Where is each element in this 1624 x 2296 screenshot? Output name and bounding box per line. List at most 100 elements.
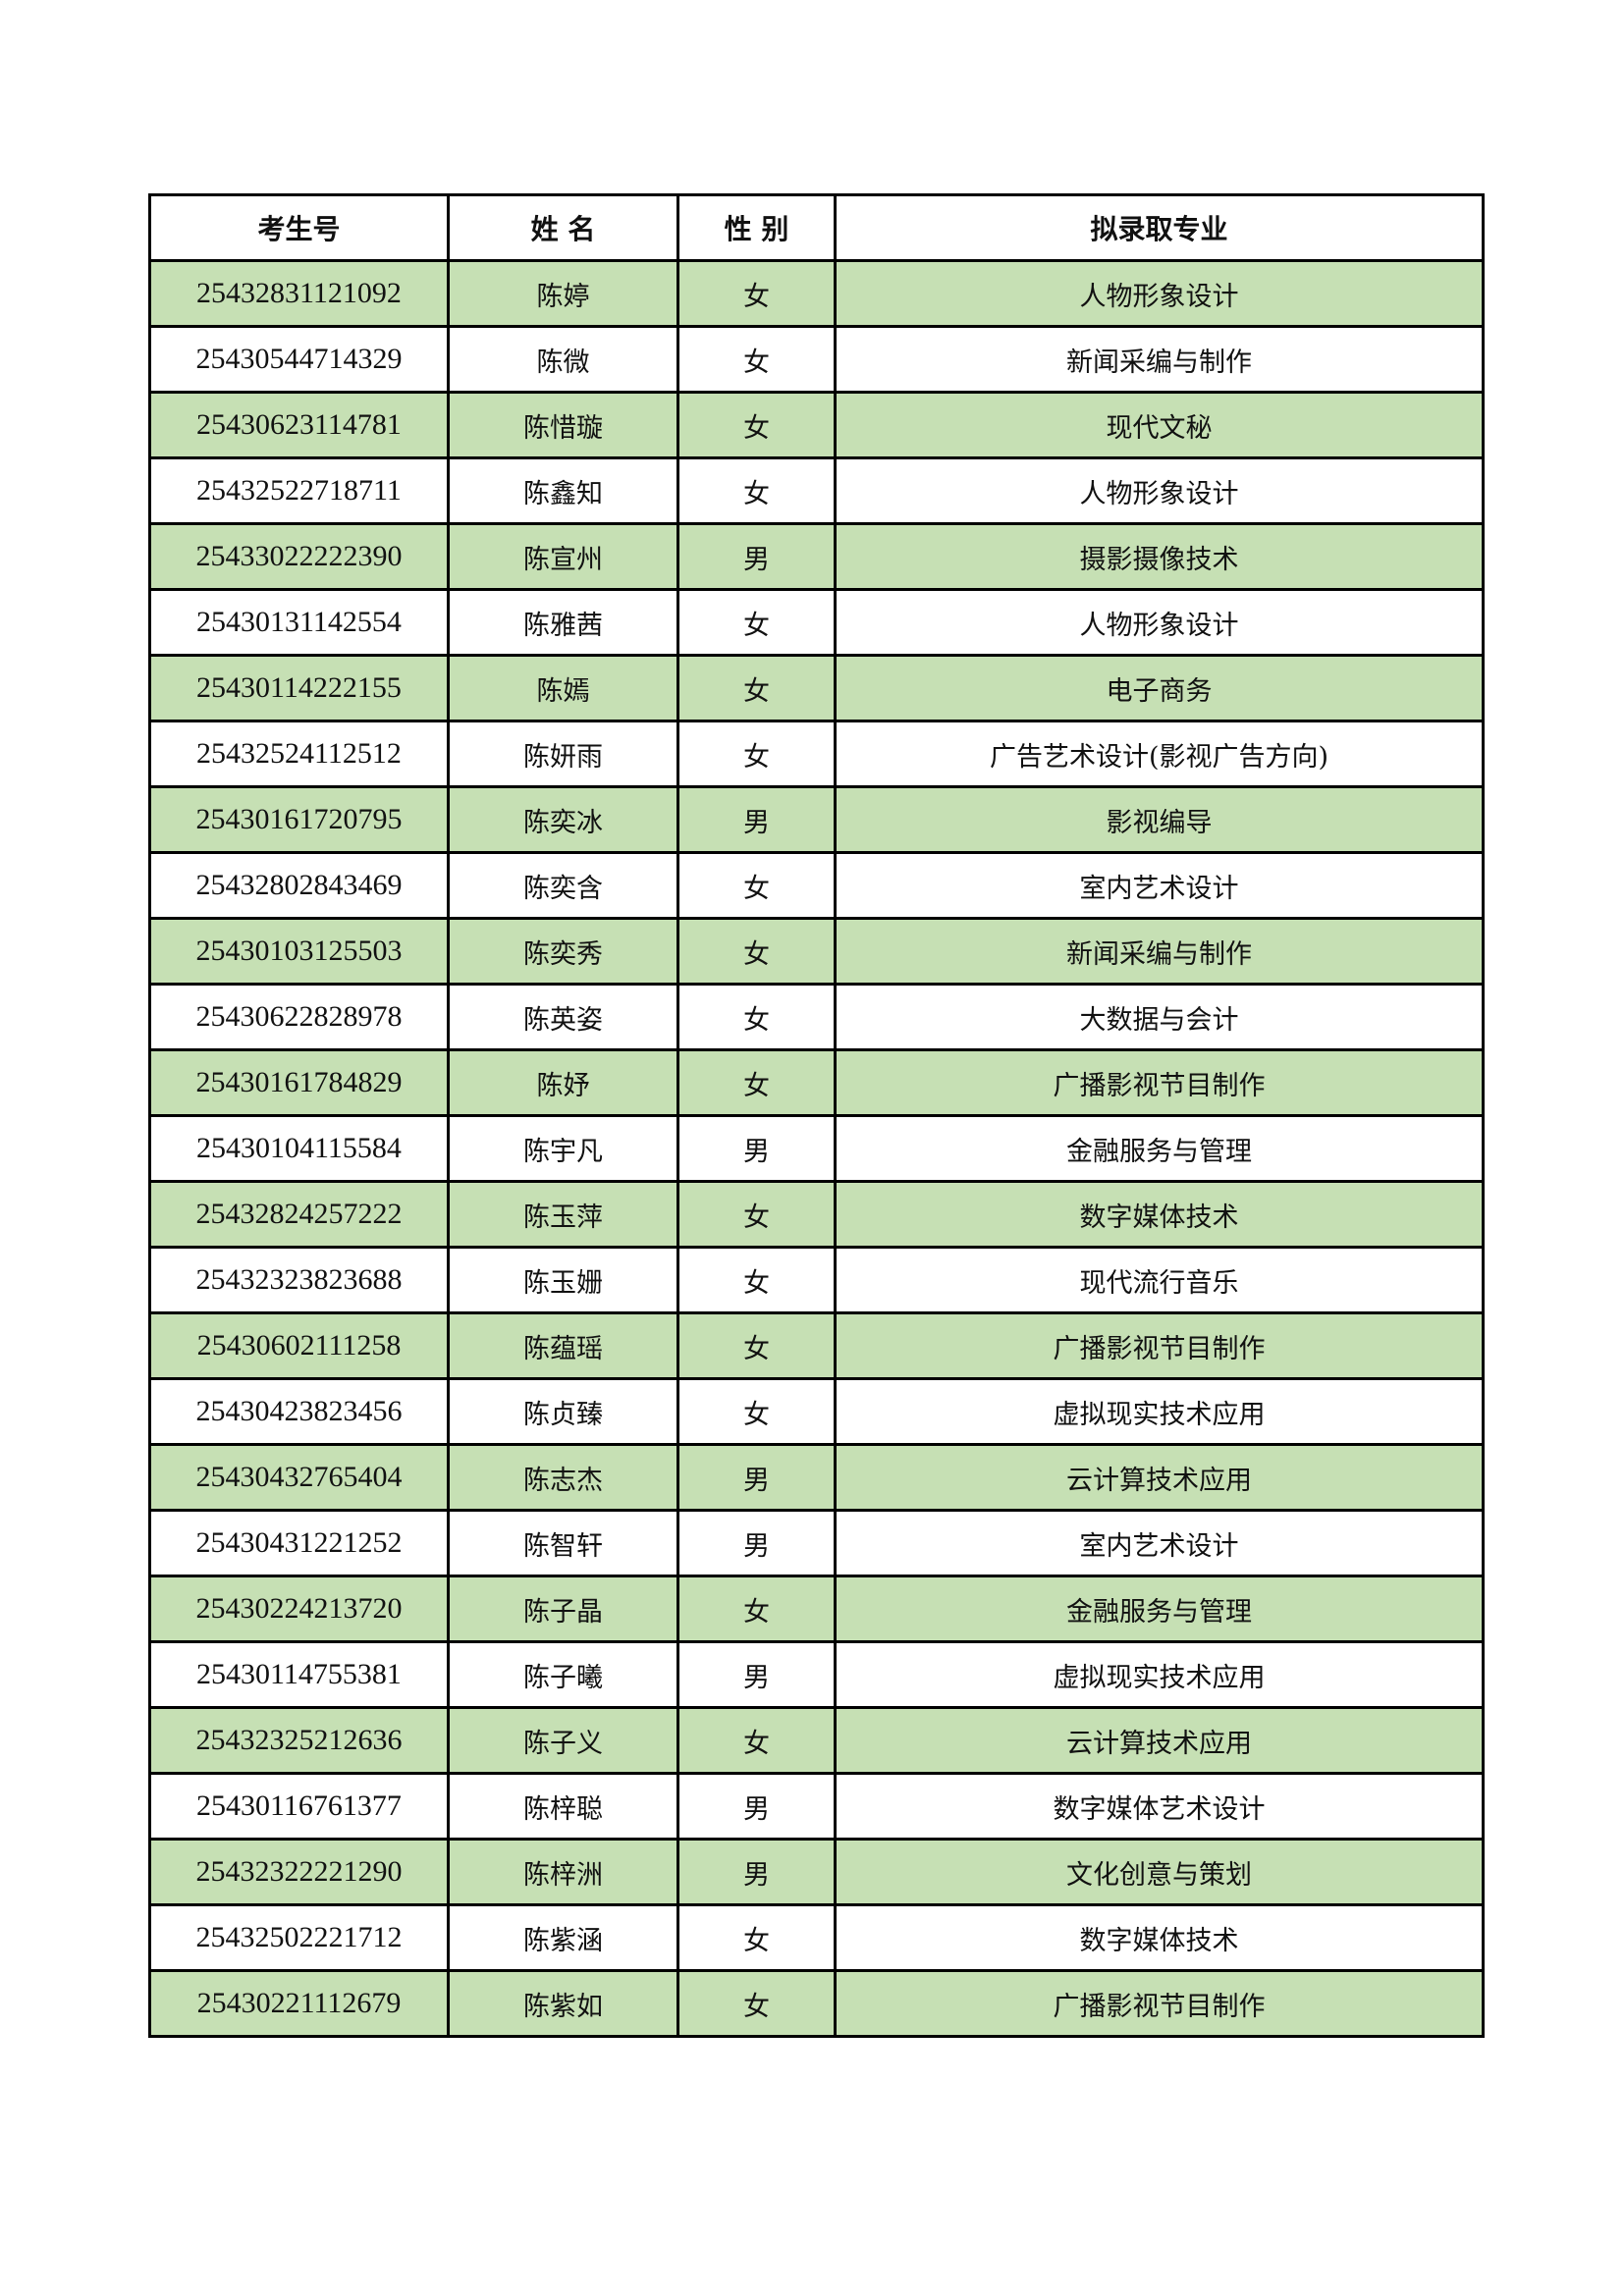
table-row: 25430161720795 陈奕冰男影视编导 <box>148 785 1485 854</box>
cell-exam-number: 25432802843469 <box>148 851 450 920</box>
cell-gender: 女 <box>677 391 837 459</box>
cell-exam-number: 25432831121092 <box>148 259 450 328</box>
cell-major: 金融服务与管理 <box>834 1575 1485 1643</box>
cell-gender: 女 <box>677 259 837 328</box>
cell-exam-number: 25430432765404 <box>148 1443 450 1512</box>
cell-name: 陈紫涵 <box>447 1903 679 1972</box>
cell-exam-number: 25430431221252 <box>148 1509 450 1577</box>
table-row: 25432322221290 陈梓洲男文化创意与策划 <box>148 1838 1485 1906</box>
cell-exam-number: 25432322221290 <box>148 1838 450 1906</box>
cell-name: 陈子义 <box>447 1706 679 1775</box>
cell-major: 室内艺术设计 <box>834 1509 1485 1577</box>
cell-name: 陈子曦 <box>447 1640 679 1709</box>
table-row: 25433022222390 陈宣州男摄影摄像技术 <box>148 522 1485 591</box>
cell-major: 广播影视节目制作 <box>834 1311 1485 1380</box>
cell-exam-number: 25432524112512 <box>148 720 450 788</box>
cell-gender: 男 <box>677 1114 837 1183</box>
cell-exam-number: 25432502221712 <box>148 1903 450 1972</box>
table-row: 25432522718711 陈鑫知女人物形象设计 <box>148 456 1485 525</box>
cell-major: 虚拟现实技术应用 <box>834 1640 1485 1709</box>
table-row: 25430544714329 陈微女新闻采编与制作 <box>148 325 1485 394</box>
cell-gender: 女 <box>677 588 837 657</box>
cell-exam-number: 25430161784829 <box>148 1048 450 1117</box>
table-row: 25430432765404 陈志杰男云计算技术应用 <box>148 1443 1485 1512</box>
cell-major: 文化创意与策划 <box>834 1838 1485 1906</box>
cell-major: 广播影视节目制作 <box>834 1969 1485 2038</box>
cell-major: 大数据与会计 <box>834 983 1485 1051</box>
cell-name: 陈奕含 <box>447 851 679 920</box>
cell-name: 陈妤 <box>447 1048 679 1117</box>
cell-major: 现代流行音乐 <box>834 1246 1485 1314</box>
cell-name: 陈智轩 <box>447 1509 679 1577</box>
cell-name: 陈玉姗 <box>447 1246 679 1314</box>
cell-name: 陈宇凡 <box>447 1114 679 1183</box>
cell-gender: 男 <box>677 1509 837 1577</box>
cell-exam-number: 25430544714329 <box>148 325 450 394</box>
cell-gender: 女 <box>677 1903 837 1972</box>
cell-major: 电子商务 <box>834 654 1485 722</box>
cell-major: 摄影摄像技术 <box>834 522 1485 591</box>
cell-gender: 女 <box>677 1969 837 2038</box>
cell-name: 陈鑫知 <box>447 456 679 525</box>
table-row: 25430622828978 陈英姿女大数据与会计 <box>148 983 1485 1051</box>
table-row: 25430103125503 陈奕秀女新闻采编与制作 <box>148 917 1485 986</box>
cell-name: 陈微 <box>447 325 679 394</box>
cell-exam-number: 25430161720795 <box>148 785 450 854</box>
cell-name: 陈婷 <box>447 259 679 328</box>
table-row: 25430116761377 陈梓聪男数字媒体艺术设计 <box>148 1772 1485 1841</box>
admission-table: 考生号 姓 名 性 别 拟录取专业 25432831121092 陈婷女人物形象设… <box>148 193 1485 2038</box>
table-row: 25430114222155 陈嫣女电子商务 <box>148 654 1485 722</box>
table-row: 25432325212636 陈子义女云计算技术应用 <box>148 1706 1485 1775</box>
table-row: 25432831121092 陈婷女人物形象设计 <box>148 259 1485 328</box>
cell-major: 金融服务与管理 <box>834 1114 1485 1183</box>
table-row: 25430131142554 陈雅茜女人物形象设计 <box>148 588 1485 657</box>
cell-name: 陈奕冰 <box>447 785 679 854</box>
cell-exam-number: 25430224213720 <box>148 1575 450 1643</box>
cell-name: 陈奕秀 <box>447 917 679 986</box>
cell-gender: 女 <box>677 1575 837 1643</box>
table-row: 25432323823688 陈玉姗女现代流行音乐 <box>148 1246 1485 1314</box>
cell-major: 广播影视节目制作 <box>834 1048 1485 1117</box>
cell-exam-number: 25430104115584 <box>148 1114 450 1183</box>
table-row: 25432524112512 陈妍雨女广告艺术设计(影视广告方向) <box>148 720 1485 788</box>
cell-major: 影视编导 <box>834 785 1485 854</box>
cell-gender: 女 <box>677 1377 837 1446</box>
cell-major: 新闻采编与制作 <box>834 325 1485 394</box>
cell-gender: 男 <box>677 785 837 854</box>
cell-gender: 男 <box>677 522 837 591</box>
cell-major: 现代文秘 <box>834 391 1485 459</box>
table-header-row: 考生号 姓 名 性 别 拟录取专业 <box>148 193 1485 262</box>
cell-major: 虚拟现实技术应用 <box>834 1377 1485 1446</box>
table-row: 25430161784829 陈妤女广播影视节目制作 <box>148 1048 1485 1117</box>
table-row: 25432802843469 陈奕含女室内艺术设计 <box>148 851 1485 920</box>
cell-gender: 女 <box>677 720 837 788</box>
cell-name: 陈紫如 <box>447 1969 679 2038</box>
cell-gender: 男 <box>677 1838 837 1906</box>
table-row: 25430602111258 陈蕴瑶女广播影视节目制作 <box>148 1311 1485 1380</box>
cell-name: 陈英姿 <box>447 983 679 1051</box>
cell-exam-number: 25430221112679 <box>148 1969 450 2038</box>
table-row: 25430114755381 陈子曦男虚拟现实技术应用 <box>148 1640 1485 1709</box>
cell-major: 人物形象设计 <box>834 588 1485 657</box>
header-major: 拟录取专业 <box>834 193 1485 262</box>
cell-name: 陈志杰 <box>447 1443 679 1512</box>
cell-exam-number: 25432824257222 <box>148 1180 450 1249</box>
cell-major: 数字媒体技术 <box>834 1180 1485 1249</box>
cell-major: 数字媒体艺术设计 <box>834 1772 1485 1841</box>
cell-gender: 女 <box>677 325 837 394</box>
cell-exam-number: 25430114222155 <box>148 654 450 722</box>
cell-major: 云计算技术应用 <box>834 1443 1485 1512</box>
cell-exam-number: 25432522718711 <box>148 456 450 525</box>
header-exam-number: 考生号 <box>148 193 450 262</box>
cell-gender: 女 <box>677 456 837 525</box>
table-row: 25430224213720 陈子晶女金融服务与管理 <box>148 1575 1485 1643</box>
cell-major: 新闻采编与制作 <box>834 917 1485 986</box>
cell-name: 陈子晶 <box>447 1575 679 1643</box>
table-row: 25430431221252 陈智轩男室内艺术设计 <box>148 1509 1485 1577</box>
table-row: 25430104115584 陈宇凡男金融服务与管理 <box>148 1114 1485 1183</box>
table-row: 25432824257222 陈玉萍女数字媒体技术 <box>148 1180 1485 1249</box>
cell-major: 数字媒体技术 <box>834 1903 1485 1972</box>
table-row: 25430623114781 陈惜璇女现代文秘 <box>148 391 1485 459</box>
cell-name: 陈雅茜 <box>447 588 679 657</box>
cell-gender: 女 <box>677 983 837 1051</box>
